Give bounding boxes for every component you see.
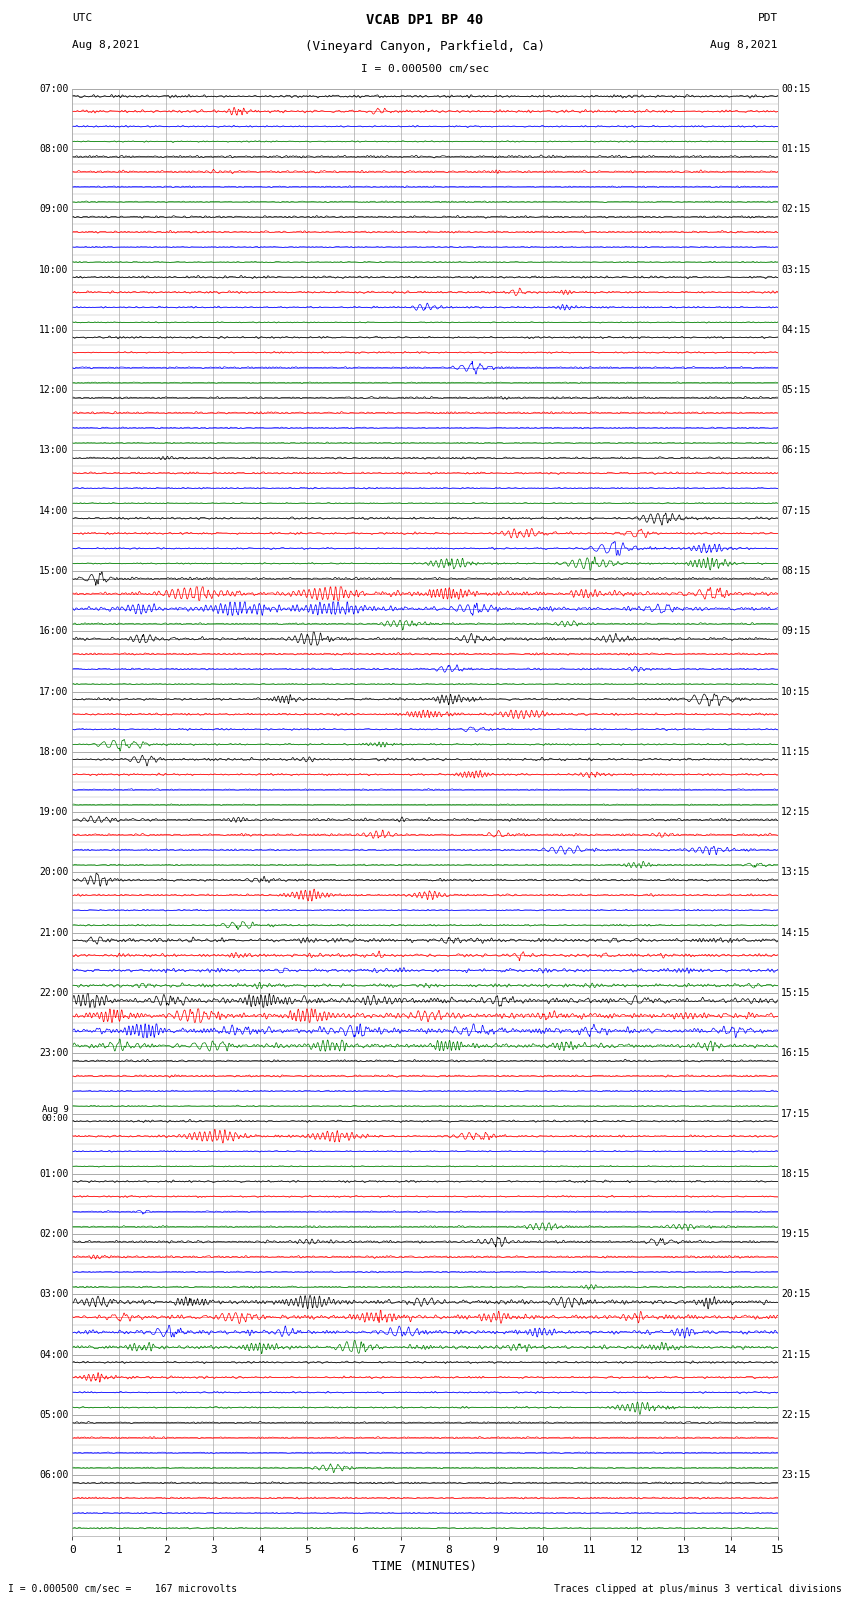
Text: I = 0.000500 cm/sec =    167 microvolts: I = 0.000500 cm/sec = 167 microvolts bbox=[8, 1584, 238, 1594]
Text: 09:00: 09:00 bbox=[39, 205, 69, 215]
Text: 10:15: 10:15 bbox=[781, 687, 811, 697]
Text: I = 0.000500 cm/sec: I = 0.000500 cm/sec bbox=[361, 65, 489, 74]
Text: 07:00: 07:00 bbox=[39, 84, 69, 94]
Text: 10:00: 10:00 bbox=[39, 265, 69, 274]
Text: 01:15: 01:15 bbox=[781, 144, 811, 153]
Text: 13:15: 13:15 bbox=[781, 868, 811, 877]
Text: 05:00: 05:00 bbox=[39, 1410, 69, 1419]
X-axis label: TIME (MINUTES): TIME (MINUTES) bbox=[372, 1560, 478, 1573]
Text: 21:00: 21:00 bbox=[39, 927, 69, 937]
Text: (Vineyard Canyon, Parkfield, Ca): (Vineyard Canyon, Parkfield, Ca) bbox=[305, 40, 545, 53]
Text: 11:15: 11:15 bbox=[781, 747, 811, 756]
Text: 20:00: 20:00 bbox=[39, 868, 69, 877]
Text: 12:15: 12:15 bbox=[781, 806, 811, 818]
Text: 23:00: 23:00 bbox=[39, 1048, 69, 1058]
Text: 01:00: 01:00 bbox=[39, 1169, 69, 1179]
Text: VCAB DP1 BP 40: VCAB DP1 BP 40 bbox=[366, 13, 484, 27]
Text: 09:15: 09:15 bbox=[781, 626, 811, 636]
Text: 22:15: 22:15 bbox=[781, 1410, 811, 1419]
Text: 04:15: 04:15 bbox=[781, 324, 811, 336]
Text: 16:00: 16:00 bbox=[39, 626, 69, 636]
Text: 18:00: 18:00 bbox=[39, 747, 69, 756]
Text: 19:00: 19:00 bbox=[39, 806, 69, 818]
Text: 08:15: 08:15 bbox=[781, 566, 811, 576]
Text: 16:15: 16:15 bbox=[781, 1048, 811, 1058]
Text: 03:00: 03:00 bbox=[39, 1289, 69, 1300]
Text: 02:15: 02:15 bbox=[781, 205, 811, 215]
Text: 02:00: 02:00 bbox=[39, 1229, 69, 1239]
Text: 14:15: 14:15 bbox=[781, 927, 811, 937]
Text: 03:15: 03:15 bbox=[781, 265, 811, 274]
Text: 07:15: 07:15 bbox=[781, 506, 811, 516]
Text: Aug 9: Aug 9 bbox=[42, 1105, 69, 1113]
Text: 21:15: 21:15 bbox=[781, 1350, 811, 1360]
Text: 18:15: 18:15 bbox=[781, 1169, 811, 1179]
Text: 15:15: 15:15 bbox=[781, 989, 811, 998]
Text: Aug 8,2021: Aug 8,2021 bbox=[72, 40, 139, 50]
Text: 17:15: 17:15 bbox=[781, 1108, 811, 1118]
Text: 04:00: 04:00 bbox=[39, 1350, 69, 1360]
Text: 06:15: 06:15 bbox=[781, 445, 811, 455]
Text: 11:00: 11:00 bbox=[39, 324, 69, 336]
Text: UTC: UTC bbox=[72, 13, 93, 23]
Text: PDT: PDT bbox=[757, 13, 778, 23]
Text: 00:00: 00:00 bbox=[42, 1113, 69, 1123]
Text: Traces clipped at plus/minus 3 vertical divisions: Traces clipped at plus/minus 3 vertical … bbox=[553, 1584, 842, 1594]
Text: 23:15: 23:15 bbox=[781, 1471, 811, 1481]
Text: 17:00: 17:00 bbox=[39, 687, 69, 697]
Text: 13:00: 13:00 bbox=[39, 445, 69, 455]
Text: 00:15: 00:15 bbox=[781, 84, 811, 94]
Text: 19:15: 19:15 bbox=[781, 1229, 811, 1239]
Text: 22:00: 22:00 bbox=[39, 989, 69, 998]
Text: Aug 8,2021: Aug 8,2021 bbox=[711, 40, 778, 50]
Text: 12:00: 12:00 bbox=[39, 386, 69, 395]
Text: 05:15: 05:15 bbox=[781, 386, 811, 395]
Text: 20:15: 20:15 bbox=[781, 1289, 811, 1300]
Text: 14:00: 14:00 bbox=[39, 506, 69, 516]
Text: 15:00: 15:00 bbox=[39, 566, 69, 576]
Text: 06:00: 06:00 bbox=[39, 1471, 69, 1481]
Text: 08:00: 08:00 bbox=[39, 144, 69, 153]
